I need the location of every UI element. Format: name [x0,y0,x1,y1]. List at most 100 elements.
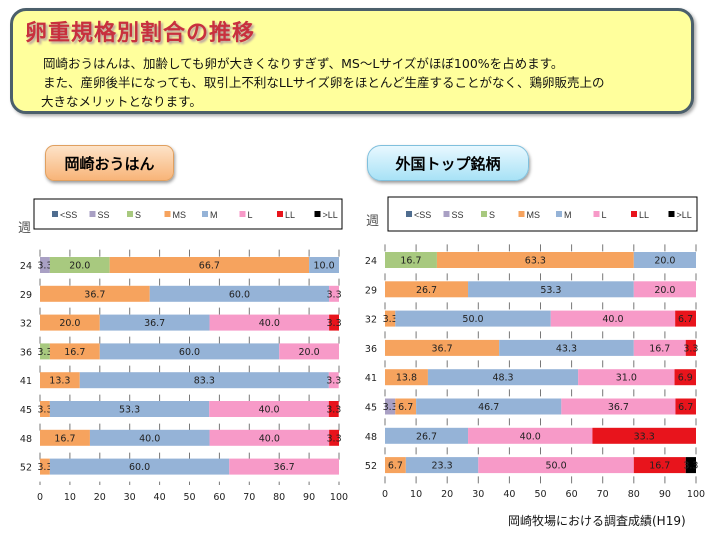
bar-segment-L [578,369,675,386]
legend-swatch-1 [89,211,96,217]
y-axis-label: 週 [366,214,379,229]
bar-segment-SS [385,398,396,415]
y-axis-label: 週 [18,221,31,236]
bar-segment-L [478,457,634,474]
legend-swatch-6 [631,211,637,217]
legend-label: SS [98,210,110,220]
data-label: 36.7 [84,289,105,300]
x-tick-label: 80 [628,489,640,500]
data-label: 23.3 [431,461,452,472]
bar-segment-L [209,429,330,446]
data-label: 3.3 [383,314,398,325]
x-tick-label: 90 [303,492,315,503]
x-tick-label: 40 [503,489,515,500]
data-label: 20.0 [69,261,90,272]
data-label: 16.7 [649,461,670,472]
x-tick-label: 50 [534,489,546,500]
data-label: 6.9 [678,373,693,384]
data-label: 36.7 [144,318,165,329]
data-label: 20.0 [59,318,80,329]
data-label: 46.7 [478,402,499,413]
bar-segment-M [149,285,330,302]
category-label: 52 [365,461,377,472]
bar-segment-MS [436,252,634,268]
data-label: 50.0 [545,461,566,472]
data-label: 16.7 [400,256,421,267]
bar-segment-L [209,401,329,417]
data-label: 33.3 [634,431,655,442]
legend-swatch-0 [406,211,412,217]
legend-label: S [135,210,141,220]
x-tick-label: 80 [273,492,285,503]
category-label: 24 [20,261,32,272]
data-label: 3.3 [327,318,342,329]
legend-label: M [564,210,572,220]
category-label: 45 [365,403,377,414]
bar-segment-L [229,458,339,475]
bar-segment-MS [109,257,310,273]
x-tick-label: 90 [659,489,671,500]
data-label: 3.3 [326,376,341,387]
bar-segment-MS [385,281,469,298]
data-label: 20.0 [654,285,675,296]
legend-label: <SS [60,210,77,220]
data-label: 36.7 [431,343,452,354]
data-label: 40.0 [520,431,541,442]
data-label: 60.0 [229,289,250,300]
bar-segment-L [550,310,676,327]
category-label: 41 [365,373,377,384]
legend-label: L [248,210,253,220]
legend-swatch-7 [668,211,675,217]
bar-segment-LL [329,429,339,446]
data-label: 83.3 [194,376,215,387]
legend-label: SS [452,210,464,220]
category-label: 41 [20,376,32,387]
bar-segment-LL [592,427,696,444]
x-tick-label: 100 [687,489,705,500]
data-label: 6.7 [678,402,693,413]
legend-label: M [210,210,218,220]
bar-segment-MS [40,401,50,417]
x-tick-label: 20 [441,489,453,500]
bar-segment-LL [633,457,686,474]
x-tick-label: 10 [64,492,76,503]
legend-swatch-6 [277,211,283,217]
data-label: 3.3 [37,462,52,473]
x-tick-label: 30 [124,492,136,503]
bar-segment-L [279,343,339,360]
bar-segment-M [49,401,210,417]
bar-segment-M [385,427,469,444]
data-label: 40.0 [602,314,623,325]
bar-segment->LL [685,457,696,474]
legend-label: >LL [323,210,338,220]
bar-segment-MS [40,372,80,389]
x-tick-label: 0 [382,489,388,500]
bar-segment-LL [675,398,696,415]
category-label: 36 [20,347,32,358]
x-tick-label: 10 [410,489,422,500]
legend-label: <SS [414,210,431,220]
data-label: 36.7 [608,402,629,413]
bar-segment-M [99,343,280,360]
bar-segment-M [499,339,634,356]
bar-segment-L [468,427,593,444]
data-label: 6.7 [678,314,693,325]
chart-title-foreign-top-brand: 外国トップ銘柄 [367,145,529,181]
data-label: 60.0 [129,462,150,473]
bar-segment-MS [40,429,90,446]
page-title: 卵重規格別割合の推移 [25,21,256,46]
chart-title-okazaki-ouhan: 岡崎おうはん [45,145,174,181]
bar-segment-MS [385,369,428,386]
x-tick-label: 100 [330,492,348,503]
data-label: 3.3 [683,461,698,472]
category-label: 48 [20,434,32,445]
data-label: 3.3 [37,405,52,416]
bar-segment-M [416,398,562,415]
legend-swatch-5 [239,211,246,217]
bar-segment-L [209,314,330,331]
data-label: 26.7 [416,285,437,296]
legend-swatch-1 [443,211,450,217]
category-label: 45 [20,405,32,416]
x-tick-label: 30 [472,489,484,500]
bar-segment-MS [49,343,100,360]
